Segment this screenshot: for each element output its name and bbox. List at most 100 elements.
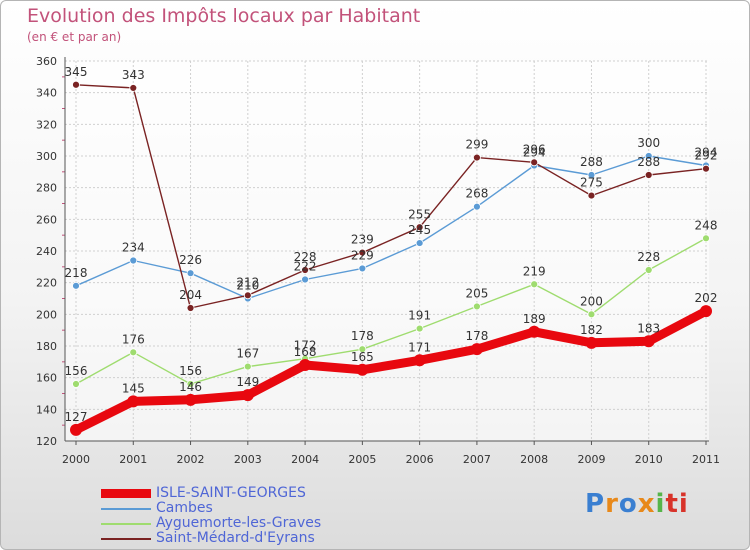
data-point-isle-saint-georges (470, 343, 483, 356)
y-tick-label: 160 (36, 372, 57, 385)
data-point-isle-saint-georges (585, 336, 598, 349)
data-label-ayguemorte-les-graves: 219 (523, 264, 546, 278)
legend-item-cambes: Cambes (101, 500, 401, 516)
data-point-cambes (473, 202, 481, 211)
data-point-ayguemorte-les-graves (702, 234, 710, 243)
data-label-saint-m-dard-d-eyrans: 212 (236, 275, 259, 289)
data-label-isle-saint-georges: 178 (465, 329, 488, 343)
legend-label-saint-medard: Saint-Médard-d'Eyrans (156, 530, 315, 546)
data-label-saint-m-dard-d-eyrans: 296 (523, 142, 546, 156)
legend-item-ayguemorte: Ayguemorte-les-Graves (101, 515, 401, 531)
data-label-isle-saint-georges: 127 (65, 410, 88, 424)
data-label-isle-saint-georges: 145 (122, 381, 145, 395)
legend-swatch-cambes (101, 508, 151, 510)
x-tick-label: 2007 (463, 453, 491, 466)
series-line-saint-m-dard-d-eyrans (75, 84, 707, 309)
data-label-saint-m-dard-d-eyrans: 345 (65, 65, 88, 79)
data-point-ayguemorte-les-graves (129, 348, 138, 357)
data-point-isle-saint-georges (413, 354, 426, 367)
data-point-cambes (301, 275, 309, 284)
x-tick-label: 2005 (348, 453, 376, 466)
data-point-saint-m-dard-d-eyrans (358, 248, 367, 257)
data-point-ayguemorte-les-graves (473, 302, 481, 311)
logo-letter: x (637, 489, 656, 519)
logo-letter: i (655, 489, 666, 519)
data-label-ayguemorte-les-graves: 172 (294, 339, 317, 353)
data-label-cambes: 222 (294, 260, 317, 274)
data-point-cambes (129, 256, 138, 265)
data-point-saint-m-dard-d-eyrans (473, 153, 481, 162)
data-label-saint-m-dard-d-eyrans: 204 (179, 288, 202, 302)
data-point-cambes (644, 152, 653, 160)
y-tick-label: 280 (36, 182, 57, 195)
data-label-ayguemorte-les-graves: 167 (236, 347, 259, 361)
x-tick-label: 2006 (406, 453, 434, 466)
data-label-saint-m-dard-d-eyrans: 343 (122, 68, 145, 82)
data-label-ayguemorte-les-graves: 205 (465, 286, 488, 300)
data-point-ayguemorte-les-graves (358, 345, 367, 354)
data-point-saint-m-dard-d-eyrans (702, 164, 710, 173)
data-point-saint-m-dard-d-eyrans (530, 158, 539, 167)
data-label-cambes: 300 (637, 136, 660, 150)
data-point-isle-saint-georges (299, 359, 312, 371)
data-point-ayguemorte-les-graves (644, 266, 653, 274)
legend-label-isle-saint-georges: ISLE-SAINT-GEORGES (156, 485, 306, 501)
data-point-cambes (358, 264, 367, 273)
data-point-isle-saint-georges (528, 325, 541, 338)
legend-item-saint-medard: Saint-Médard-d'Eyrans (101, 530, 401, 546)
data-point-isle-saint-georges (241, 389, 254, 402)
x-tick-label: 2001 (119, 453, 147, 466)
y-tick-label: 320 (36, 118, 57, 131)
data-label-isle-saint-georges: 171 (408, 340, 431, 354)
legend-label-cambes: Cambes (156, 500, 213, 516)
y-tick-label: 200 (36, 308, 57, 321)
data-label-cambes: 210 (236, 279, 259, 293)
data-label-ayguemorte-les-graves: 248 (695, 218, 718, 232)
data-label-saint-m-dard-d-eyrans: 299 (465, 138, 488, 152)
legend-label-ayguemorte: Ayguemorte-les-Graves (156, 515, 322, 531)
x-tick-label: 2002 (177, 453, 205, 466)
data-point-ayguemorte-les-graves (587, 310, 596, 319)
data-point-saint-m-dard-d-eyrans (243, 291, 252, 300)
y-tick-label: 240 (36, 245, 57, 258)
data-point-ayguemorte-les-graves (72, 380, 80, 388)
data-point-isle-saint-georges (127, 395, 140, 408)
series-line-ayguemorte-les-graves (75, 237, 707, 385)
data-point-cambes (587, 171, 596, 179)
data-point-isle-saint-georges (642, 335, 655, 348)
data-label-saint-m-dard-d-eyrans: 275 (580, 176, 603, 190)
proxiti-logo: Proxiti (585, 489, 689, 519)
logo-letter: o (618, 489, 638, 519)
data-label-saint-m-dard-d-eyrans: 292 (695, 149, 718, 163)
y-tick-label: 220 (36, 277, 57, 290)
data-label-ayguemorte-les-graves: 200 (580, 294, 603, 308)
data-label-ayguemorte-les-graves: 178 (351, 329, 374, 343)
data-point-saint-m-dard-d-eyrans (301, 266, 309, 274)
data-point-isle-saint-georges (184, 393, 197, 406)
x-tick-label: 2009 (577, 453, 605, 466)
data-label-cambes: 294 (523, 146, 546, 160)
data-label-cambes: 294 (695, 146, 718, 160)
chart-subtitle: (en € et par an) (27, 30, 122, 44)
data-point-cambes (186, 269, 195, 278)
legend-swatch-isle-saint-georges (101, 489, 151, 498)
data-label-ayguemorte-les-graves: 191 (408, 309, 431, 323)
data-label-saint-m-dard-d-eyrans: 239 (351, 233, 374, 247)
logo-letter: r (605, 489, 619, 519)
data-label-cambes: 234 (122, 241, 145, 255)
series-line-isle-saint-georges (71, 306, 711, 435)
data-point-saint-m-dard-d-eyrans (587, 191, 596, 200)
y-tick-label: 360 (36, 55, 57, 68)
legend-item-isle-saint-georges: ISLE-SAINT-GEORGES (101, 485, 401, 501)
data-point-saint-m-dard-d-eyrans (72, 80, 80, 89)
x-tick-label: 2004 (291, 453, 319, 466)
data-label-ayguemorte-les-graves: 228 (637, 250, 660, 264)
data-label-cambes: 288 (580, 155, 603, 169)
data-label-isle-saint-georges: 149 (236, 375, 259, 389)
y-tick-label: 180 (36, 340, 57, 353)
data-label-cambes: 245 (408, 223, 431, 237)
data-label-isle-saint-georges: 146 (179, 380, 202, 394)
data-point-saint-m-dard-d-eyrans (644, 171, 653, 179)
